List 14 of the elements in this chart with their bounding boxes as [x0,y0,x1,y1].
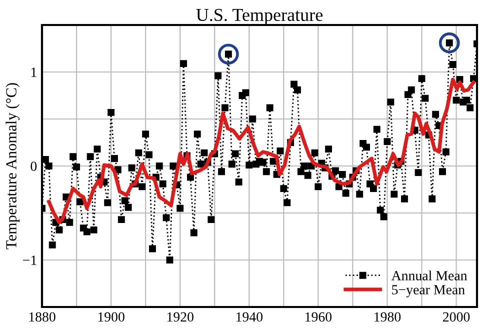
y-tick-label: 1 [31,68,36,77]
x-tick-label: 1960 [306,312,332,322]
y-tick-label: 0 [30,162,37,171]
legend-label: Annual Mean [391,270,468,280]
x-tick-label: 1880 [29,312,56,322]
y-tick-label: −1 [23,256,36,265]
legend-label: 5−year Mean [392,285,465,298]
x-tick-label: 1900 [98,312,124,322]
x-tick-label: 1980 [374,312,401,322]
chart-title: U.S. Temperature [196,8,323,25]
x-tick-label: 1920 [167,312,194,322]
y-axis-title: Temperature Anomaly (°C) [6,83,20,250]
x-tick-label: 1940 [236,312,262,322]
x-tick-label: 2000 [443,312,470,322]
